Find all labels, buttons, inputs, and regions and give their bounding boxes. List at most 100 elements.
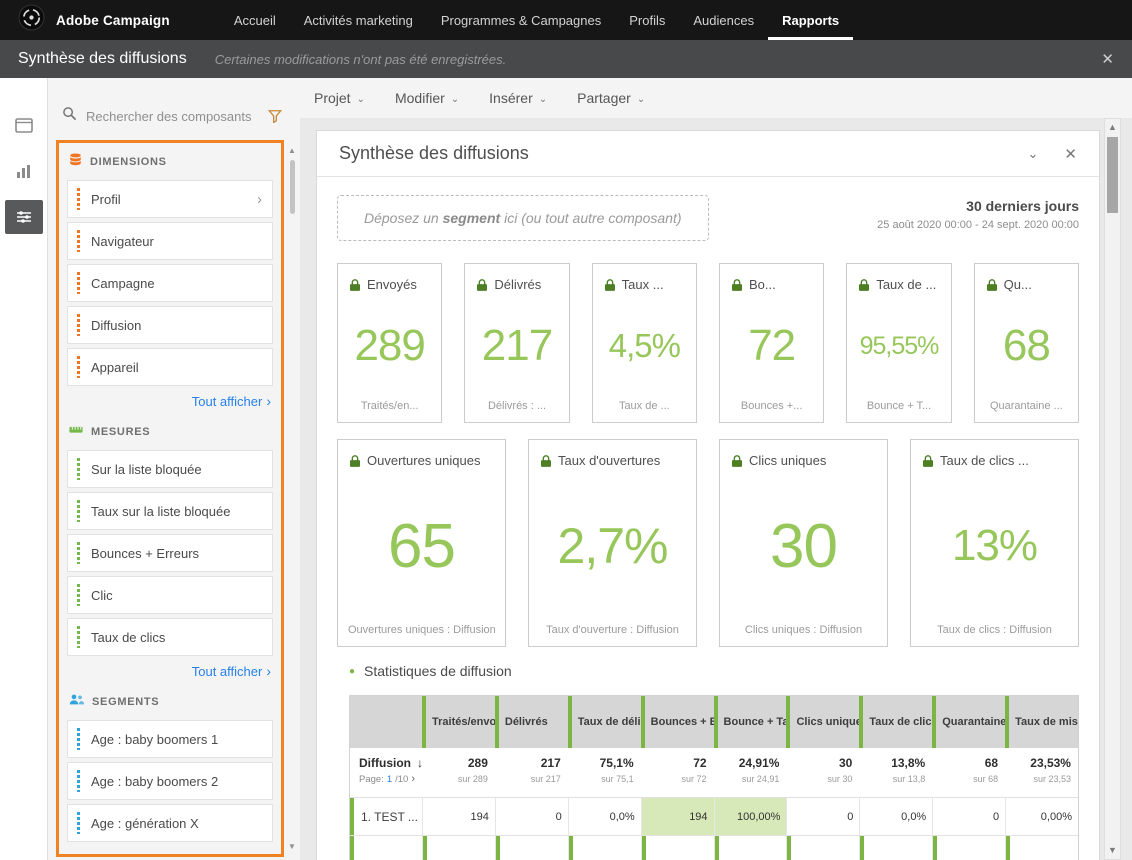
- kpi-sublabel: Bounces +...: [740, 400, 803, 412]
- menu-projet[interactable]: Projet ⌄: [314, 90, 365, 106]
- nav-item-rapports[interactable]: Rapports: [768, 0, 853, 40]
- column-header-traités-envo[interactable]: Traités/envo: [422, 696, 495, 748]
- palette-item-navigateur[interactable]: Navigateur: [67, 222, 273, 260]
- scroll-down-icon[interactable]: ▼: [288, 842, 296, 851]
- nav-item-activités-marketing[interactable]: Activités marketing: [303, 12, 413, 28]
- next-page-icon[interactable]: ›: [411, 773, 416, 785]
- summary-row-label: Diffusion: [359, 756, 411, 770]
- chevron-right-icon: ›: [266, 393, 271, 409]
- column-header-quarantaine[interactable]: Quarantaine: [932, 696, 1006, 748]
- scroll-up-icon[interactable]: ▲: [288, 146, 296, 155]
- kpi-header: Taux ...: [603, 277, 664, 292]
- kpi-label: Taux de clics ...: [940, 453, 1029, 468]
- page-label: Page:: [359, 774, 384, 785]
- kpi-header: Envoyés: [348, 277, 417, 292]
- palette-item-taux-de-clics[interactable]: Taux de clics: [67, 618, 273, 656]
- palette-item-appareil[interactable]: Appareil: [67, 348, 273, 386]
- nav-item-audiences[interactable]: Audiences: [693, 12, 755, 28]
- column-accent-bar: [422, 696, 426, 748]
- menu-modifier[interactable]: Modifier ⌄: [395, 90, 459, 106]
- period-label: 30 derniers jours: [966, 198, 1079, 214]
- column-header-label: Traités/envo: [432, 716, 495, 728]
- pages-panel-icon[interactable]: [0, 102, 48, 148]
- palette-item-taux-sur-la-liste-bloquée[interactable]: Taux sur la liste bloquée: [67, 492, 273, 530]
- kpi-card-ouvertures-uniques: Ouvertures uniques 65 Ouvertures uniques :…: [337, 439, 506, 647]
- lock-icon: [350, 278, 360, 291]
- chart-panel-icon[interactable]: [0, 148, 48, 194]
- scroll-up-icon[interactable]: ▲: [1108, 122, 1117, 132]
- column-header-délivrés[interactable]: Délivrés: [494, 696, 568, 748]
- column-header-bounces-e[interactable]: Bounces + E: [640, 696, 714, 748]
- palette-section-mesures: MESURES: [69, 423, 271, 441]
- palette-item-label: Age : baby boomers 2: [91, 773, 219, 789]
- palette-item-label: Clic: [91, 587, 113, 603]
- item-accent-bar: [77, 812, 80, 834]
- nav-item-programmes-campagnes[interactable]: Programmes & Campagnes: [440, 12, 602, 28]
- column-accent-bar: [932, 696, 937, 748]
- kpi-sublabel: Ouvertures uniques : Diffusion: [348, 624, 495, 636]
- partial-cell: [567, 836, 641, 860]
- palette-item-sur-la-liste-bloquée[interactable]: Sur la liste bloquée: [67, 450, 273, 488]
- palette-section-title: MESURES: [91, 426, 151, 438]
- palette-section-segments: SEGMENTS: [69, 693, 271, 711]
- main-area: Projet ⌄ Modifier ⌄ Insérer ⌄ Partager ⌄ Synthè…: [300, 78, 1132, 860]
- nav-item-profils[interactable]: Profils: [629, 12, 666, 28]
- lock-icon: [859, 278, 870, 291]
- stats-partial-row: [350, 836, 1078, 860]
- scroll-down-icon[interactable]: ▼: [1108, 845, 1117, 855]
- cell-accent-bar: [714, 836, 719, 860]
- column-header-taux-de-déli[interactable]: Taux de déli: [567, 696, 641, 748]
- kpi-label: Clics uniques: [749, 453, 827, 468]
- top-navigation-bar: Adobe Campaign Accueil Activités marketin…: [0, 0, 1132, 40]
- data-cell: 0,0%: [859, 798, 932, 835]
- close-icon[interactable]: ✕: [1064, 145, 1077, 163]
- kpi-card-taux-d-ouvertures: Taux d'ouvertures 2,7% Taux d'ouverture : …: [528, 439, 697, 647]
- menu-insérer[interactable]: Insérer ⌄: [489, 90, 547, 106]
- column-header-clics-unique[interactable]: Clics unique: [786, 696, 860, 748]
- column-header-taux-de-clic[interactable]: Taux de clic: [859, 696, 933, 748]
- palette-item-clic[interactable]: Clic: [67, 576, 273, 614]
- components-sidebar: DIMENSIONS Profil › Navigateur Campagne Diffu…: [48, 78, 300, 860]
- scrollbar-thumb[interactable]: [289, 160, 295, 214]
- palette-item-label: Navigateur: [91, 233, 154, 249]
- dropzone-text-end: ici (ou tout autre composant): [500, 210, 682, 226]
- kpi-row-1: Envoyés 289 Traités/en... Délivrés 217 Délivr…: [337, 263, 1079, 423]
- components-panel-icon[interactable]: [0, 194, 48, 240]
- item-accent-bar: [77, 542, 80, 564]
- show-all-link-dimensions[interactable]: Tout afficher ›: [69, 393, 271, 409]
- column-header-label: Quarantaine: [942, 716, 1006, 728]
- sidebar-scrollbar[interactable]: ▲ ▼: [286, 146, 298, 852]
- summary-value: 24,91%: [738, 756, 780, 770]
- filter-icon[interactable]: [268, 109, 282, 123]
- palette-item-age-génération-x[interactable]: Age : génération X: [67, 804, 273, 842]
- component-palette: DIMENSIONS Profil › Navigateur Campagne Diffu…: [56, 140, 284, 857]
- page-current[interactable]: 1: [386, 774, 393, 785]
- scrollbar-thumb[interactable]: [1107, 137, 1118, 213]
- partial-label-cell: [350, 836, 422, 860]
- menu-partager[interactable]: Partager ⌄: [577, 90, 645, 106]
- kpi-value: 217: [481, 321, 553, 370]
- kpi-sublabel: Bounce + T...: [866, 400, 932, 412]
- search-input[interactable]: [86, 108, 259, 124]
- palette-item-campagne[interactable]: Campagne: [67, 264, 273, 302]
- column-header-bounce-ta[interactable]: Bounce + Ta: [713, 696, 787, 748]
- palette-item-diffusion[interactable]: Diffusion: [67, 306, 273, 344]
- show-all-link-mesures[interactable]: Tout afficher ›: [69, 663, 271, 679]
- nav-item-accueil[interactable]: Accueil: [233, 12, 276, 28]
- column-header-taux-de-mis[interactable]: Taux de mis: [1005, 696, 1078, 748]
- column-header-label: Taux de mis: [1015, 716, 1078, 728]
- report-menubar: Projet ⌄ Modifier ⌄ Insérer ⌄ Partager ⌄: [300, 78, 1132, 118]
- kpi-card-envoyés: Envoyés 289 Traités/en...: [337, 263, 443, 423]
- palette-item-bounces-erreurs[interactable]: Bounces + Erreurs: [67, 534, 273, 572]
- palette-item-profil[interactable]: Profil ›: [67, 180, 273, 218]
- palette-item-age-baby-boomers-1[interactable]: Age : baby boomers 1: [67, 720, 273, 758]
- collapse-icon[interactable]: ⌄: [1027, 145, 1039, 161]
- row-label: 1. TEST ...: [361, 809, 418, 824]
- main-scrollbar[interactable]: ▲ ▼: [1104, 118, 1121, 860]
- data-cell: 0,00%: [1005, 798, 1078, 835]
- palette-item-age-baby-boomers-2[interactable]: Age : baby boomers 2: [67, 762, 273, 800]
- sort-desc-icon[interactable]: ↓: [417, 756, 422, 770]
- kpi-sublabel: Taux de clics : Diffusion: [937, 624, 1052, 636]
- segment-dropzone[interactable]: Déposez un segment ici (ou tout autre co…: [337, 195, 709, 241]
- close-icon[interactable]: ✕: [1101, 51, 1114, 68]
